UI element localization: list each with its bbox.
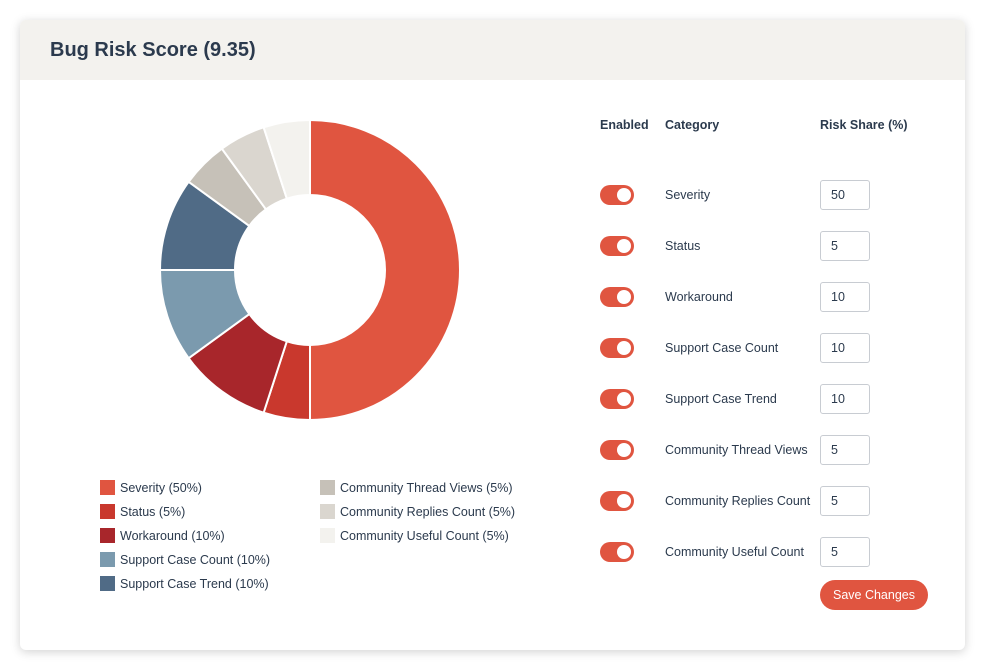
legend-label: Support Case Trend (10%) [120, 576, 269, 591]
category-label: Support Case Count [665, 341, 779, 355]
chart-legend: Severity (50%) Status (5%) Workaround (10%… [100, 480, 540, 600]
settings-row: Community Useful Count [600, 537, 940, 567]
risk-share-input[interactable] [820, 282, 870, 312]
settings-row: Community Replies Count [600, 486, 940, 516]
legend-swatch [100, 504, 115, 519]
toggle-knob [617, 443, 631, 457]
enabled-toggle[interactable] [600, 287, 634, 307]
settings-row: Community Thread Views [600, 435, 940, 465]
toggle-knob [617, 494, 631, 508]
legend-item: Severity (50%) [100, 480, 202, 495]
enabled-toggle[interactable] [600, 440, 634, 460]
toggle-knob [617, 341, 631, 355]
toggle-knob [617, 239, 631, 253]
category-label: Support Case Trend [665, 392, 777, 406]
legend-label: Community Replies Count (5%) [340, 504, 516, 519]
risk-share-input[interactable] [820, 384, 870, 414]
enabled-toggle[interactable] [600, 236, 634, 256]
settings-row: Support Case Trend [600, 384, 940, 414]
legend-label: Community Thread Views (5%) [340, 480, 513, 495]
category-label: Workaround [665, 290, 733, 304]
risk-donut-chart [160, 120, 460, 420]
settings-row: Status [600, 231, 940, 261]
category-label: Status [665, 239, 701, 253]
risk-share-input[interactable] [820, 333, 870, 363]
legend-item: Support Case Trend (10%) [100, 576, 269, 591]
risk-share-input[interactable] [820, 486, 870, 516]
legend-swatch [320, 528, 335, 543]
category-label: Community Thread Views [665, 443, 808, 457]
legend-item: Support Case Count (10%) [100, 552, 270, 567]
legend-swatch [100, 480, 115, 495]
settings-row: Severity [600, 180, 940, 210]
legend-label: Support Case Count (10%) [120, 552, 271, 567]
risk-share-input[interactable] [820, 231, 870, 261]
bug-risk-card: Bug Risk Score (9.35) Severity (50%) Stat… [20, 20, 965, 650]
card-header: Bug Risk Score (9.35) [20, 20, 965, 80]
legend-swatch [100, 552, 115, 567]
legend-item: Community Useful Count (5%) [320, 528, 509, 543]
toggle-knob [617, 392, 631, 406]
column-header-enabled: Enabled [600, 118, 649, 132]
enabled-toggle[interactable] [600, 389, 634, 409]
donut-slice-severity [309, 120, 460, 420]
legend-item: Community Replies Count (5%) [320, 504, 515, 519]
enabled-toggle[interactable] [600, 542, 634, 562]
legend-item: Community Thread Views (5%) [320, 480, 513, 495]
legend-label: Workaround (10%) [120, 528, 225, 543]
legend-swatch [320, 504, 335, 519]
enabled-toggle[interactable] [600, 338, 634, 358]
donut-slice-community-useful-count [262, 120, 311, 200]
enabled-toggle[interactable] [600, 491, 634, 511]
legend-label: Severity (50%) [120, 480, 202, 495]
column-header-risk-share: Risk Share (%) [820, 118, 908, 132]
risk-share-input[interactable] [820, 537, 870, 567]
legend-label: Community Useful Count (5%) [340, 528, 509, 543]
toggle-knob [617, 545, 631, 559]
legend-swatch [320, 480, 335, 495]
save-changes-button[interactable]: Save Changes [820, 580, 928, 610]
category-label: Severity [665, 188, 711, 202]
settings-row: Support Case Count [600, 333, 940, 363]
risk-share-input[interactable] [820, 180, 870, 210]
risk-share-input[interactable] [820, 435, 870, 465]
toggle-knob [617, 188, 631, 202]
toggle-knob [617, 290, 631, 304]
legend-swatch [100, 576, 115, 591]
column-header-category: Category [665, 118, 720, 132]
legend-label: Status (5%) [120, 504, 186, 519]
category-label: Community Replies Count [665, 494, 811, 508]
category-label: Community Useful Count [665, 545, 804, 559]
page-title: Bug Risk Score (9.35) [50, 38, 256, 61]
legend-swatch [100, 528, 115, 543]
settings-row: Workaround [600, 282, 940, 312]
legend-item: Status (5%) [100, 504, 185, 519]
legend-item: Workaround (10%) [100, 528, 225, 543]
enabled-toggle[interactable] [600, 185, 634, 205]
